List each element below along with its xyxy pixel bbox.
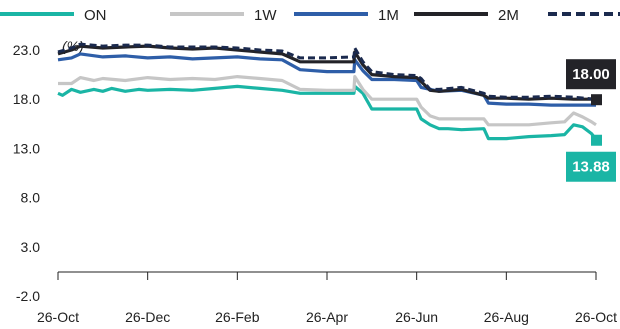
y-tick-label: 3.0 — [21, 239, 41, 255]
legend: ON1W1M2M3M — [0, 7, 620, 24]
callout-label: 13.88 — [572, 159, 610, 176]
legend-label-2m: 2M — [498, 7, 519, 24]
x-tick-label: 26-Dec — [125, 309, 170, 325]
y-tick-label: 23.0 — [13, 42, 40, 58]
y-tick-label: 8.0 — [21, 190, 41, 206]
series-line-on — [57, 84, 598, 141]
x-tick-label: 26-Feb — [215, 309, 260, 325]
x-tick-label: 26-Apr — [306, 309, 348, 325]
end-marker — [591, 94, 602, 106]
series-line-3m — [57, 42, 597, 101]
x-tick-label: 26-Aug — [484, 309, 529, 325]
callout-box — [566, 59, 616, 90]
value-callouts: 18.00 13.88 — [566, 59, 616, 182]
end-marker — [591, 134, 602, 146]
y-tick-label: 13.0 — [13, 140, 40, 156]
y-tick-label: 18.0 — [13, 91, 40, 107]
x-tick-label: 26-Oct — [37, 309, 79, 325]
legend-label-on: ON — [84, 7, 107, 24]
x-axis: 26-Oct 26-Dec 26-Feb 26-Apr 26-Jun 26-Aug 26-O… — [37, 271, 617, 325]
legend-label-1m: 1M — [378, 7, 399, 24]
callout-label: 18.00 — [572, 66, 610, 83]
callout-box — [566, 151, 616, 182]
x-tick-label: 26-Jun — [395, 309, 438, 325]
x-tick-label: 26-Oct — [575, 309, 617, 325]
y-tick-label: -2.0 — [16, 288, 40, 304]
series-line-1w — [58, 75, 597, 127]
series-line-1m — [57, 52, 596, 107]
legend-label-1w: 1W — [254, 7, 277, 24]
y-axis: 23.0 18.0 13.0 8.0 3.0 -2.0 — [13, 42, 40, 304]
series-lines — [57, 42, 598, 141]
